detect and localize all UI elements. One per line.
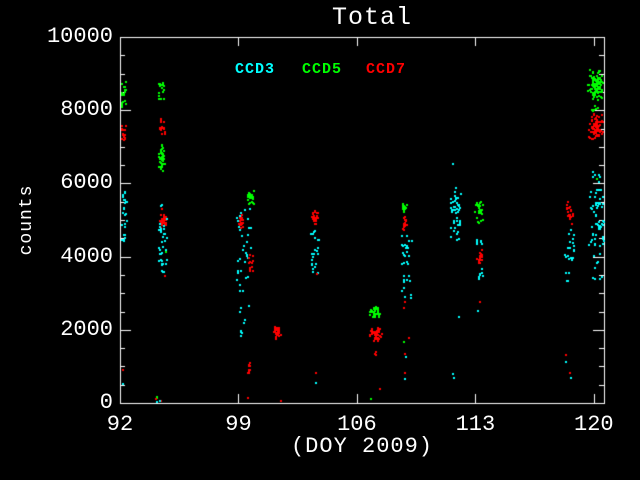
y-tick-label: 8000 [60, 97, 113, 123]
y-tick-label: 6000 [60, 170, 113, 196]
x-tick-label: 92 [106, 412, 134, 437]
y-tick-label: 2000 [60, 316, 113, 342]
legend-item-ccd3: CCD3 [235, 61, 276, 78]
legend-item-ccd7: CCD7 [366, 61, 407, 78]
x-tick-label: 106 [337, 412, 377, 437]
x-tick-label: 120 [574, 412, 614, 437]
y-tick-label: 0 [99, 390, 113, 415]
y-tick-label: 4000 [60, 243, 113, 269]
y-tick-label: 10000 [46, 24, 113, 49]
chart-title: Total [331, 3, 412, 32]
x-tick-label: 99 [225, 412, 252, 437]
legend-item-ccd5: CCD5 [302, 61, 343, 78]
x-tick-label: 113 [455, 412, 496, 437]
x-axis-label: (DOY 2009) [290, 434, 434, 459]
